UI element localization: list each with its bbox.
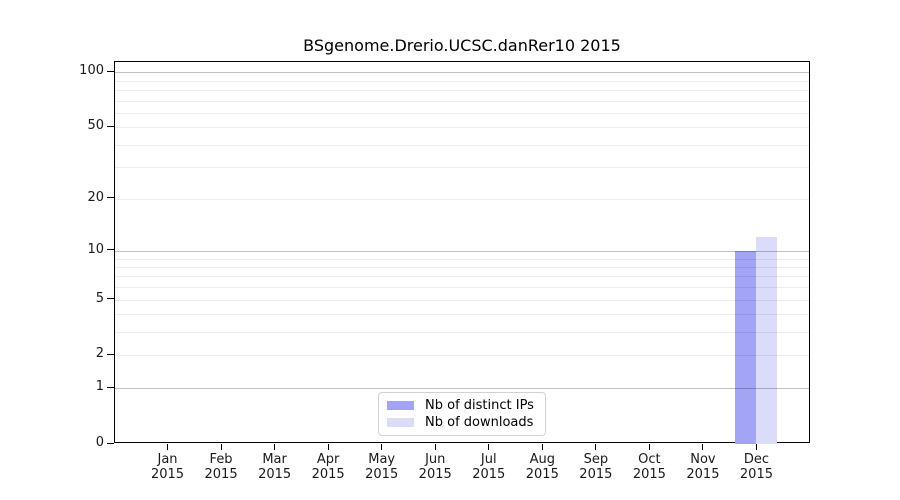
x-axis-tick <box>702 444 704 450</box>
y-axis-tick <box>107 298 114 300</box>
legend-item-downloads: Nb of downloads <box>387 414 534 431</box>
y-axis-label: 50 <box>87 118 104 134</box>
y-axis-label: 20 <box>87 189 104 205</box>
y-axis-label: 10 <box>87 241 104 257</box>
legend-label-distinct-ips: Nb of distinct IPs <box>425 398 534 413</box>
y-axis-tick <box>107 70 114 72</box>
y-axis-label: 2 <box>95 346 104 362</box>
x-axis-tick <box>327 444 329 450</box>
y-axis-tick <box>107 197 114 199</box>
y-axis-label: 100 <box>79 63 104 79</box>
legend-item-distinct-ips: Nb of distinct IPs <box>387 397 534 414</box>
plot-area <box>114 61 810 444</box>
x-axis-tick <box>595 444 597 450</box>
legend-swatch-downloads <box>387 418 414 427</box>
x-axis-label: Aug 2015 <box>525 452 559 482</box>
y-axis-tick <box>107 125 114 127</box>
y-axis-tick <box>107 442 114 444</box>
x-axis-label: Jun 2015 <box>418 452 452 482</box>
legend-label-downloads: Nb of downloads <box>425 415 534 430</box>
x-axis-tick <box>755 444 757 450</box>
x-axis-label: Apr 2015 <box>311 452 345 482</box>
x-axis-label: May 2015 <box>365 452 399 482</box>
x-axis-tick <box>220 444 222 450</box>
x-axis-tick <box>648 444 650 450</box>
x-axis-tick <box>167 444 169 450</box>
x-axis-label: Jul 2015 <box>472 452 506 482</box>
y-axis-tick <box>107 386 114 388</box>
y-axis-label: 0 <box>95 435 104 450</box>
x-axis-label: Oct 2015 <box>632 452 666 482</box>
bars-layer <box>115 62 809 444</box>
y-axis-label: 1 <box>95 379 104 395</box>
x-axis-tick <box>381 444 383 450</box>
x-axis-label: Dec 2015 <box>739 452 773 482</box>
x-axis-tick <box>488 444 490 450</box>
legend: Nb of distinct IPs Nb of downloads <box>378 392 546 436</box>
x-axis-tick <box>541 444 543 450</box>
y-axis-tick <box>107 353 114 355</box>
x-axis-label: Feb 2015 <box>204 452 238 482</box>
x-axis-label: Mar 2015 <box>258 452 292 482</box>
x-axis-tick <box>274 444 276 450</box>
bar-nb-of-downloads <box>756 237 778 444</box>
legend-swatch-distinct-ips <box>387 401 414 410</box>
y-axis-tick <box>107 249 114 251</box>
x-axis-label: Nov 2015 <box>686 452 720 482</box>
x-axis-label: Jan 2015 <box>150 452 185 482</box>
x-axis-label: Sep 2015 <box>579 452 613 482</box>
y-axis-label: 5 <box>95 290 104 306</box>
bar-nb-of-distinct-ips <box>735 250 757 444</box>
chart-title: BSgenome.Drerio.UCSC.danRer10 2015 <box>303 36 621 55</box>
x-axis-tick <box>434 444 436 450</box>
